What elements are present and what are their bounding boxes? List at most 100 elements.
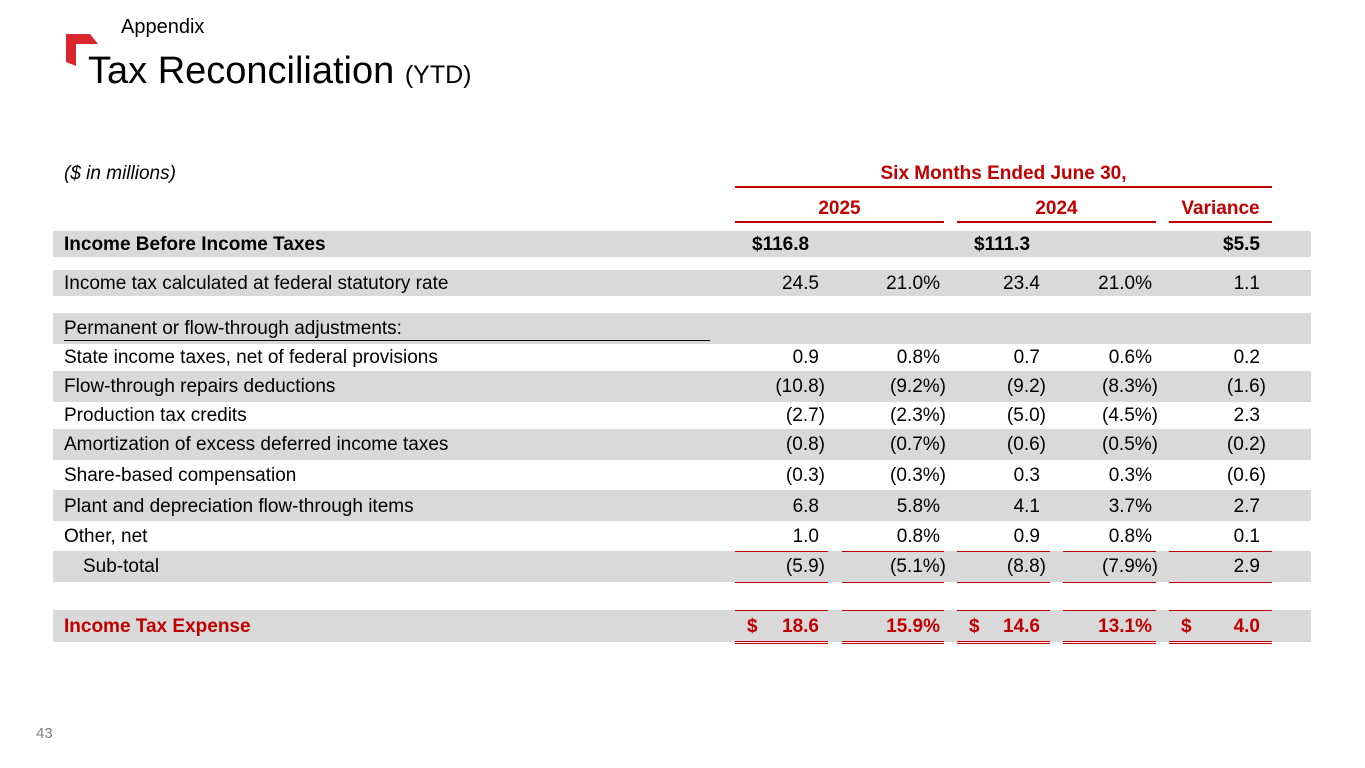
row-label: Income Tax Expense	[64, 616, 251, 637]
total-rule	[1169, 610, 1272, 611]
subtotal-rule	[1169, 582, 1272, 583]
cell-2025-amount: (0.3)	[785, 465, 825, 486]
cell-2024-amount: 0.3	[1013, 465, 1040, 486]
total-double-rule	[842, 641, 944, 644]
cell-2025-pct: (9.2%)	[890, 376, 946, 397]
subtotal-rule	[957, 551, 1050, 552]
row-label: Permanent or flow-through adjustments:	[64, 318, 402, 339]
row-label: Other, net	[64, 526, 148, 547]
cell-2025-amount: (2.7)	[785, 405, 825, 426]
row-label: Income tax calculated at federal statuto…	[64, 273, 449, 294]
cell-2024-amount: $111.3	[974, 234, 1031, 255]
page-title: Tax Reconciliation (YTD)	[88, 50, 471, 93]
cell-2024-pct: (8.3%)	[1102, 376, 1158, 397]
cell-2024-pct: 21.0%	[1098, 273, 1152, 294]
cell-2024-amount: 0.7	[1013, 347, 1040, 368]
total-double-rule	[1063, 641, 1156, 644]
cell-variance: 0.2	[1233, 347, 1260, 368]
section-label: Appendix	[121, 16, 205, 38]
cell-2025-pct: 0.8%	[896, 526, 940, 547]
cell-2025-pct: 21.0%	[886, 273, 940, 294]
total-rule	[1063, 610, 1156, 611]
total-rule	[842, 610, 944, 611]
total-double-rule	[735, 641, 828, 644]
cell-2025-pct: (0.7%)	[890, 434, 946, 455]
cell-2025-amount: 0.9	[792, 347, 819, 368]
cell-2024-amount: 4.1	[1013, 496, 1040, 517]
period-header: Six Months Ended June 30,	[880, 163, 1127, 184]
subtotal-rule	[842, 582, 944, 583]
cell-variance: 2.3	[1233, 405, 1260, 426]
cell-variance: 2.9	[1233, 556, 1260, 577]
column-header-2024: 2024	[1035, 198, 1078, 219]
subtotal-rule	[842, 551, 944, 552]
cell-2025-amount: (10.8)	[775, 376, 825, 397]
cell-2025-currency: $	[747, 616, 758, 637]
cell-2025-amount: 18.6	[782, 616, 819, 637]
row-label: Plant and depreciation flow-through item…	[64, 496, 414, 517]
page-number: 43	[36, 725, 53, 742]
column-header-variance-underline	[1169, 221, 1272, 223]
cell-variance: (0.2)	[1226, 434, 1266, 455]
column-header-2024-underline	[957, 221, 1156, 223]
subtotal-rule	[1169, 551, 1272, 552]
cell-2024-pct: (4.5%)	[1102, 405, 1158, 426]
cell-2024-amount: (0.6)	[1006, 434, 1046, 455]
cell-2024-amount: (8.8)	[1006, 556, 1046, 577]
section-heading-underline	[64, 340, 710, 341]
row-band	[53, 270, 1311, 296]
cell-2025-pct: (5.1%)	[890, 556, 946, 577]
total-double-rule	[1169, 641, 1272, 644]
column-header-2025-underline	[735, 221, 944, 223]
row-label: Production tax credits	[64, 405, 247, 426]
cell-variance: 1.1	[1233, 273, 1260, 294]
row-band	[53, 610, 1311, 642]
row-label: Amortization of excess deferred income t…	[64, 434, 449, 455]
units-note: ($ in millions)	[64, 163, 176, 184]
cell-2024-pct: 0.6%	[1108, 347, 1152, 368]
cell-variance: $5.5	[1223, 234, 1260, 255]
brand-logo-icon	[66, 34, 98, 66]
column-header-2025: 2025	[818, 198, 861, 219]
row-band	[53, 429, 1311, 460]
cell-2025-amount: (5.9)	[785, 556, 825, 577]
cell-variance: 2.7	[1233, 496, 1260, 517]
cell-2025-pct: 0.8%	[896, 347, 940, 368]
cell-2025-pct: 5.8%	[896, 496, 940, 517]
row-band	[53, 551, 1311, 582]
cell-2024-currency: $	[969, 616, 980, 637]
subtotal-rule	[957, 582, 1050, 583]
period-header-underline	[735, 186, 1272, 188]
subtotal-rule	[1063, 582, 1156, 583]
total-rule	[957, 610, 1050, 611]
cell-2024-amount: 23.4	[1003, 273, 1040, 294]
cell-2025-amount: 24.5	[782, 273, 819, 294]
row-label: Income Before Income Taxes	[64, 234, 326, 255]
cell-2024-pct: 0.8%	[1108, 526, 1152, 547]
cell-2024-amount: (5.0)	[1006, 405, 1046, 426]
row-label: Sub-total	[83, 556, 160, 577]
row-band	[53, 231, 1311, 257]
cell-2024-pct: (0.5%)	[1102, 434, 1158, 455]
cell-variance: (1.6)	[1226, 376, 1266, 397]
cell-2025-pct: (0.3%)	[890, 465, 946, 486]
cell-2024-amount: 0.9	[1013, 526, 1040, 547]
subtotal-rule	[735, 551, 828, 552]
subtotal-rule	[735, 582, 828, 583]
total-rule	[735, 610, 828, 611]
cell-2024-pct: (7.9%)	[1102, 556, 1158, 577]
cell-variance: (0.6)	[1226, 465, 1266, 486]
row-band	[53, 313, 1311, 344]
cell-2025-pct: 15.9%	[886, 616, 940, 637]
cell-2025-amount: 1.0	[792, 526, 819, 547]
cell-variance-currency: $	[1181, 616, 1192, 637]
subtotal-rule	[1063, 551, 1156, 552]
page-title-text: Tax Reconciliation	[88, 50, 395, 92]
row-label: Share-based compensation	[64, 465, 297, 486]
page-title-suffix: (YTD)	[404, 61, 472, 89]
cell-2024-pct: 0.3%	[1108, 465, 1152, 486]
cell-variance: 4.0	[1233, 616, 1260, 637]
cell-2024-amount: 14.6	[1003, 616, 1040, 637]
cell-2025-pct: (2.3%)	[890, 405, 946, 426]
cell-2025-amount: (0.8)	[785, 434, 825, 455]
